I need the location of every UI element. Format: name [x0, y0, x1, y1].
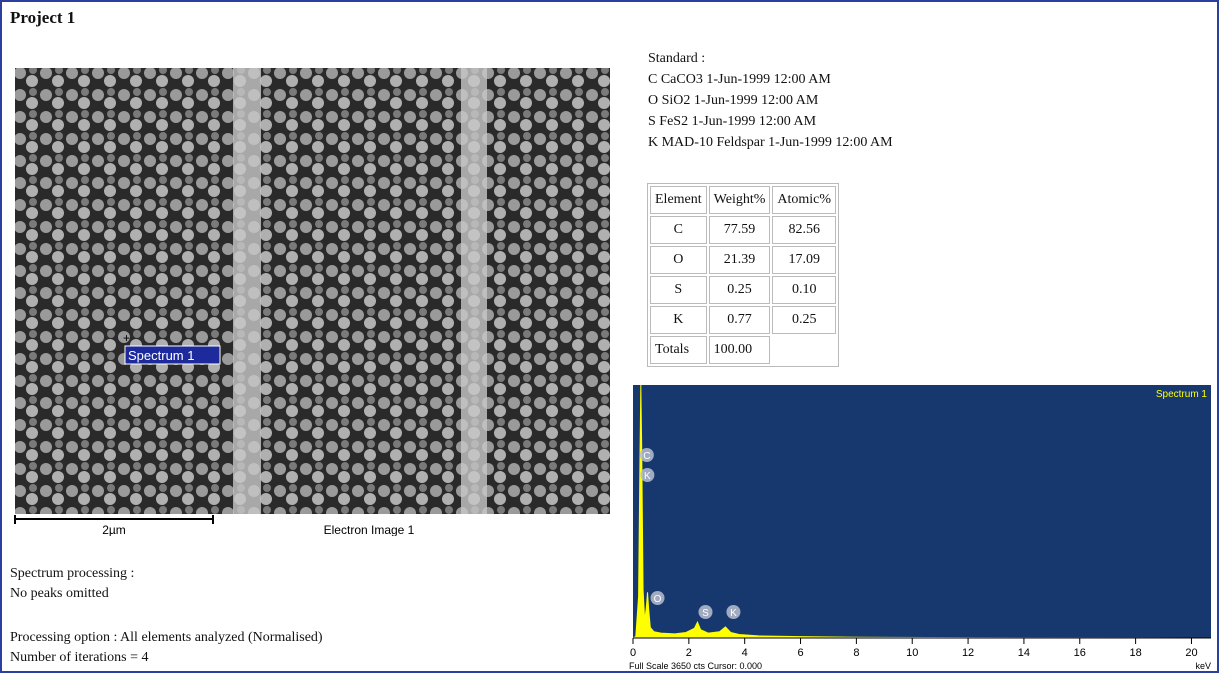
x-tick-label: 20	[1185, 647, 1197, 659]
totals-cell: 100.00	[709, 336, 771, 364]
totals-cell: Totals	[650, 336, 707, 364]
report-page: Project 1 + Spectrum 1 2µm Electron Imag…	[0, 0, 1219, 673]
table-cell: 77.59	[709, 216, 771, 244]
electron-image: + Spectrum 1 2µm Electron Image 1	[13, 66, 613, 536]
standard-line: K MAD-10 Feldspar 1-Jun-1999 12:00 AM	[648, 135, 893, 151]
note: Number of iterations = 4	[10, 650, 149, 666]
sem-ridge	[233, 68, 261, 514]
title: Project 1	[10, 8, 75, 28]
table-cell: 0.77	[709, 306, 771, 334]
table-cell: 82.56	[772, 216, 836, 244]
table-cell: 17.09	[772, 246, 836, 274]
image-caption: Electron Image 1	[324, 523, 415, 536]
peak-label: O	[654, 594, 662, 605]
table-cell: C	[650, 216, 707, 244]
note: Spectrum processing :	[10, 566, 134, 582]
peak-label: S	[702, 608, 709, 619]
peak-label: K	[644, 471, 651, 482]
header-cell: Element	[650, 186, 707, 214]
table-cell: O	[650, 246, 707, 274]
x-tick-label: 4	[742, 647, 748, 659]
note: No peaks omitted	[10, 586, 109, 602]
x-tick-label: 0	[630, 647, 636, 659]
marker-cross: +	[123, 331, 130, 345]
table-cell: S	[650, 276, 707, 304]
x-tick-label: 16	[1074, 647, 1086, 659]
x-tick-label: 8	[853, 647, 859, 659]
x-tick-label: 18	[1129, 647, 1141, 659]
table-cell: 0.25	[709, 276, 771, 304]
standard-line: S FeS2 1-Jun-1999 12:00 AM	[648, 114, 816, 130]
table-cell: 0.10	[772, 276, 836, 304]
footer: Full Scale 3650 cts Cursor: 0.000	[629, 661, 762, 671]
table-cell: 0.25	[772, 306, 836, 334]
header-cell: Atomic%	[772, 186, 836, 214]
table-cell: K	[650, 306, 707, 334]
standard-line: Standard :	[648, 51, 705, 67]
x-tick-label: 10	[906, 647, 918, 659]
sem-ridge	[461, 68, 487, 514]
table-cell: 21.39	[709, 246, 771, 274]
standard-line: O SiO2 1-Jun-1999 12:00 AM	[648, 93, 818, 109]
scale-label: 2µm	[102, 523, 126, 536]
header-cell: Weight%	[709, 186, 771, 214]
x-tick-label: 14	[1018, 647, 1030, 659]
marker-label: Spectrum 1	[128, 348, 194, 363]
peak-label: C	[643, 451, 650, 462]
sem-image	[15, 68, 610, 514]
standard-line: C CaCO3 1-Jun-1999 12:00 AM	[648, 72, 831, 88]
x-tick-label: 2	[686, 647, 692, 659]
peak-label: K	[730, 608, 737, 619]
x-tick-label: 6	[797, 647, 803, 659]
legend-label: Spectrum 1	[1156, 389, 1208, 400]
plot-background	[633, 385, 1211, 638]
x-tick-label: 12	[962, 647, 974, 659]
note: Processing option : All elements analyze…	[10, 630, 323, 646]
x-axis-label: keV	[1195, 661, 1211, 671]
